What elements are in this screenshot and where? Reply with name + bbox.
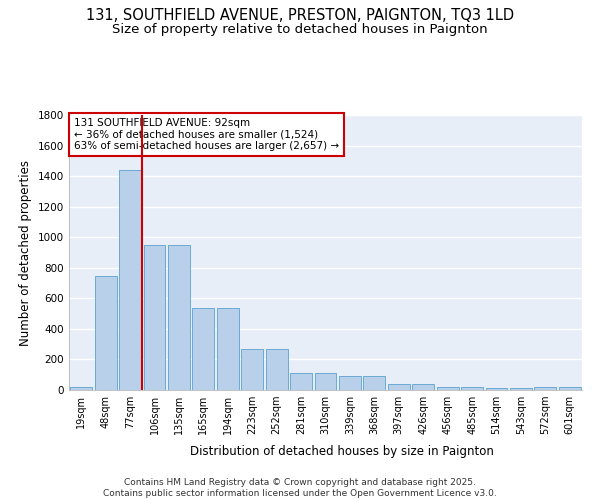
Text: Distribution of detached houses by size in Paignton: Distribution of detached houses by size … [190,444,494,458]
Bar [388,384,410,390]
Bar [143,245,166,390]
Text: Size of property relative to detached houses in Paignton: Size of property relative to detached ho… [112,22,488,36]
Bar [217,308,239,390]
Bar [437,387,458,390]
Bar [119,170,141,390]
Bar [95,276,116,390]
Bar [510,388,532,390]
Bar [412,384,434,390]
Bar [535,387,556,390]
Bar [168,245,190,390]
Bar [559,387,581,390]
Bar [266,349,287,390]
Bar [485,388,508,390]
Bar [314,373,337,390]
Bar [290,373,312,390]
Y-axis label: Number of detached properties: Number of detached properties [19,160,32,346]
Bar [70,387,92,390]
Text: Contains HM Land Registry data © Crown copyright and database right 2025.
Contai: Contains HM Land Registry data © Crown c… [103,478,497,498]
Bar [193,308,214,390]
Text: 131 SOUTHFIELD AVENUE: 92sqm
← 36% of detached houses are smaller (1,524)
63% of: 131 SOUTHFIELD AVENUE: 92sqm ← 36% of de… [74,118,339,151]
Bar [241,349,263,390]
Text: 131, SOUTHFIELD AVENUE, PRESTON, PAIGNTON, TQ3 1LD: 131, SOUTHFIELD AVENUE, PRESTON, PAIGNTO… [86,8,514,22]
Bar [364,376,385,390]
Bar [461,387,483,390]
Bar [339,376,361,390]
